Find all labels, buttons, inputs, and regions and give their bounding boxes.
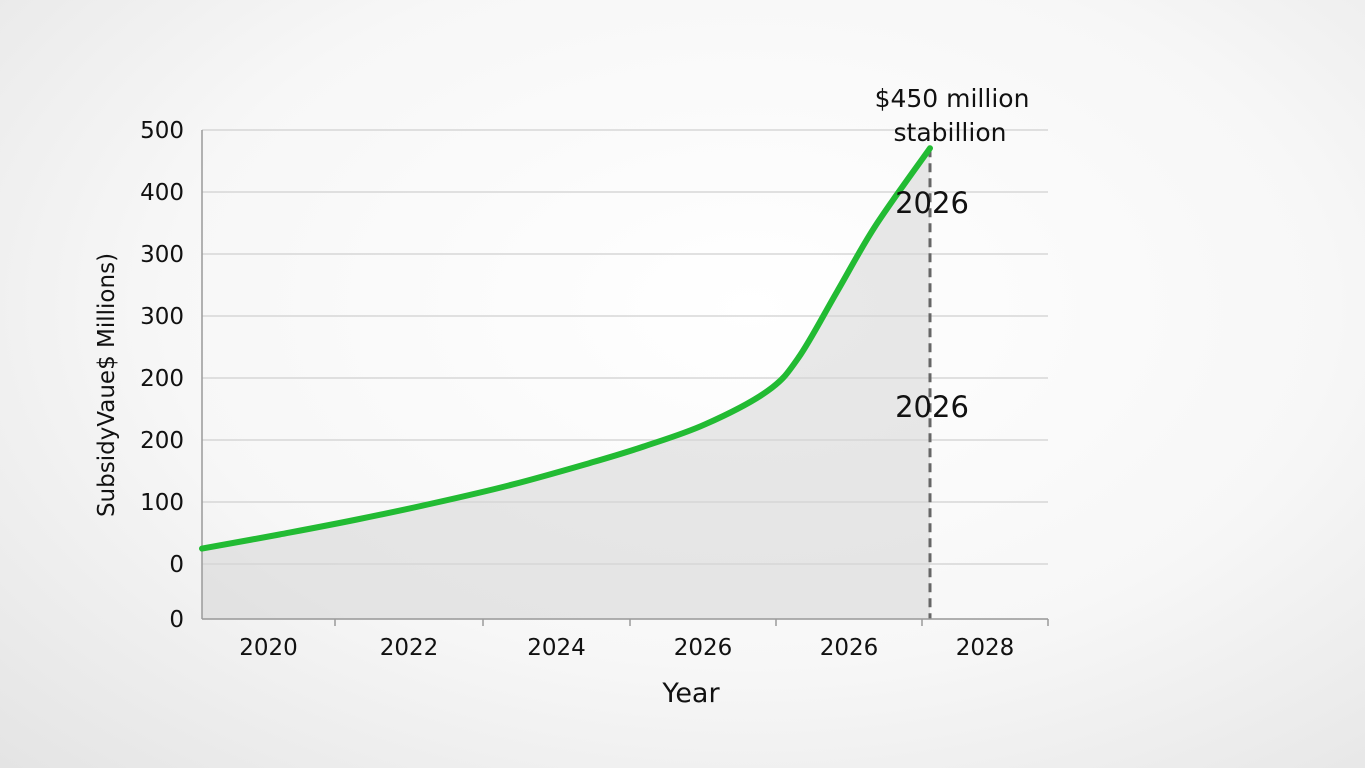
peak-annotation-line2: stabillion (894, 118, 1007, 147)
x-tick-label: 2020 (239, 635, 298, 661)
x-tick-label: 2022 (380, 635, 439, 661)
y-axis-title: SubsidyVaue$ Millions) (94, 253, 120, 517)
series-area (202, 148, 930, 619)
year-annotation-upper: 2026 (895, 186, 969, 220)
x-tick-labels: 2020 2022 2024 2026 2026 2028 (239, 635, 1014, 661)
x-tick-label: 2026 (820, 635, 879, 661)
axes (201, 130, 1049, 626)
x-tick-label: 2026 (674, 635, 733, 661)
y-tick-label: 500 (140, 118, 184, 144)
y-tick-label: 300 (140, 242, 184, 268)
peak-annotation-line1: $450 million (875, 84, 1030, 113)
y-tick-label: 0 (169, 552, 184, 578)
y-tick-label: 300 (140, 304, 184, 330)
x-tick-label: 2024 (527, 635, 586, 661)
y-tick-label: 100 (140, 490, 184, 516)
x-tick-label: 2028 (956, 635, 1015, 661)
y-tick-label: 400 (140, 180, 184, 206)
y-tick-label: 200 (140, 428, 184, 454)
series-line (199, 145, 933, 552)
y-tick-labels: 0 0 100 200 200 300 300 400 500 (140, 118, 184, 633)
year-annotation-lower: 2026 (895, 390, 969, 424)
y-tick-label: 0 (169, 607, 184, 633)
y-tick-label: 200 (140, 366, 184, 392)
x-axis-title: Year (661, 678, 720, 709)
